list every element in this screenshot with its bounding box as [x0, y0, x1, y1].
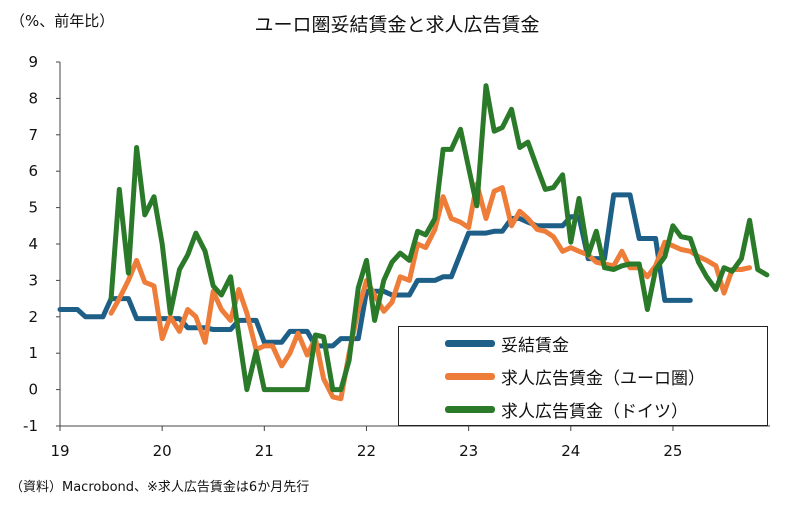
legend-swatch-wages [445, 339, 495, 347]
x-tick-label: 19 [50, 442, 69, 460]
series-lines [57, 83, 770, 402]
series-line-ads-euro [108, 181, 753, 402]
legend-label-ads-germany: 求人広告賃金（ドイツ） [501, 401, 688, 422]
y-tick-label: 4 [28, 235, 38, 253]
y-tick-label: 5 [28, 199, 38, 217]
legend-item-wages: 妥結賃金 [445, 330, 569, 356]
legend-item-ads-euro: 求人広告賃金（ユーロ圏） [445, 363, 705, 389]
legend: 妥結賃金 求人広告賃金（ユーロ圏） 求人広告賃金（ドイツ） [398, 326, 768, 426]
x-tick-label: 21 [255, 442, 274, 460]
x-tick-label: 24 [561, 442, 580, 460]
y-tick-label: 7 [28, 126, 38, 144]
y-tick-label: 0 [28, 381, 38, 399]
y-tick-label: 2 [28, 308, 38, 326]
source-note: （資料）Macrobond、※求人広告賃金は6か月先行 [10, 480, 310, 495]
legend-swatch-ads-germany [445, 405, 495, 413]
legend-item-ads-germany: 求人広告賃金（ドイツ） [445, 396, 688, 422]
legend-label-ads-euro: 求人広告賃金（ユーロ圏） [501, 368, 705, 389]
x-tick-label: 23 [459, 442, 478, 460]
series-line-ads-germany [108, 83, 770, 393]
x-tick-label: 20 [153, 442, 172, 460]
legend-label-wages: 妥結賃金 [501, 335, 569, 356]
y-tick-label: 3 [28, 271, 38, 289]
y-tick-label: 1 [28, 344, 38, 362]
x-tick-label: 22 [357, 442, 376, 460]
x-tick-label: 25 [663, 442, 682, 460]
y-tick-label: -1 [23, 417, 38, 435]
legend-swatch-ads-euro [445, 372, 495, 380]
y-tick-label: 9 [28, 53, 38, 71]
series-line-wages [57, 192, 693, 349]
y-tick-label: 6 [28, 162, 38, 180]
y-tick-label: 8 [28, 89, 38, 107]
chart-title: ユーロ圏妥結賃金と求人広告賃金 [254, 14, 540, 36]
y-axis-unit-label: （%、前年比） [10, 12, 115, 30]
